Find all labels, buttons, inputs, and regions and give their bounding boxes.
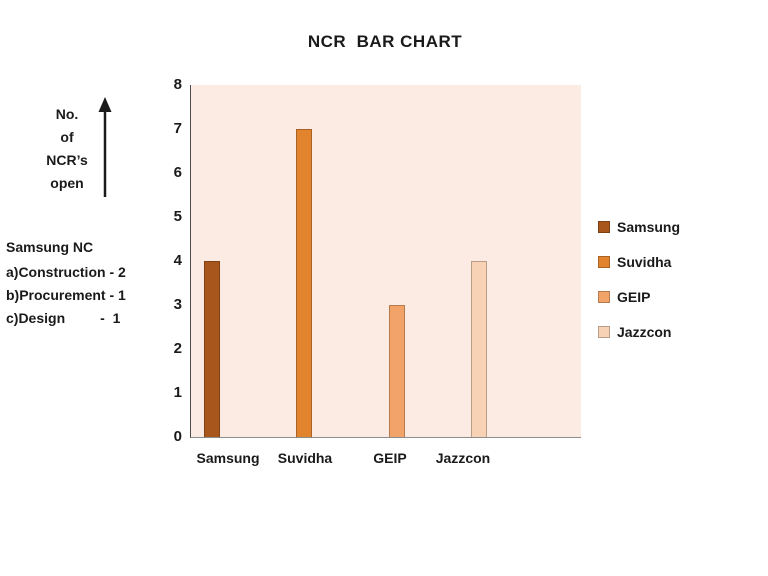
y-tick-label: 8 (173, 76, 182, 93)
y-tick-label: 3 (173, 296, 182, 313)
y-axis-label-line: NCR’s (46, 152, 88, 168)
bar-geip (389, 305, 405, 437)
y-tick-label: 0 (173, 428, 182, 445)
y-tick-label: 7 (173, 120, 182, 137)
up-arrow-icon (98, 97, 112, 197)
legend-swatch-icon (598, 291, 610, 303)
y-axis-label-line: of (60, 129, 74, 145)
bar-suvidha (296, 129, 312, 437)
legend-swatch-icon (598, 221, 610, 233)
bar-samsung (204, 261, 220, 437)
y-tick-label: 6 (173, 164, 182, 181)
legend-item-suvidha: Suvidha (598, 253, 680, 271)
bar-jazzcon (471, 261, 487, 437)
legend-label: Samsung (617, 219, 681, 235)
annotation-line: c)Design - 1 (6, 310, 121, 326)
y-tick-label: 2 (173, 340, 182, 357)
legend-swatch-icon (598, 326, 610, 338)
legend-item-geip: GEIP (598, 288, 680, 306)
x-category-label: Jazzcon (435, 450, 491, 466)
plot-area (190, 85, 581, 438)
legend-item-jazzcon: Jazzcon (598, 323, 680, 341)
legend-label: Jazzcon (617, 324, 672, 340)
y-tick-label: 4 (173, 252, 182, 269)
y-tick-label: 5 (173, 208, 182, 225)
chart-legend: Samsung Suvidha GEIP Jazzcon (598, 218, 680, 358)
annotation-line: a)Construction - 2 (6, 264, 126, 280)
y-axis-label: No. of NCR’s open (38, 103, 96, 195)
x-category-label: Samsung (196, 450, 260, 466)
legend-swatch-icon (598, 256, 610, 268)
chart-title: NCR BAR CHART (307, 32, 463, 51)
annotation-line: b)Procurement - 1 (6, 287, 126, 303)
legend-label: Suvidha (617, 254, 672, 270)
y-axis-label-line: open (50, 175, 84, 191)
legend-item-samsung: Samsung (598, 218, 680, 236)
x-category-label: Suvidha (277, 450, 333, 466)
x-category-label: GEIP (373, 450, 407, 466)
annotation-title: Samsung NC (6, 239, 94, 255)
annotation-block: Samsung NC a)Construction - 2 b)Procurem… (6, 236, 126, 330)
y-axis-label-line: No. (55, 106, 79, 122)
y-tick-label: 1 (173, 384, 182, 401)
legend-label: GEIP (617, 289, 651, 305)
